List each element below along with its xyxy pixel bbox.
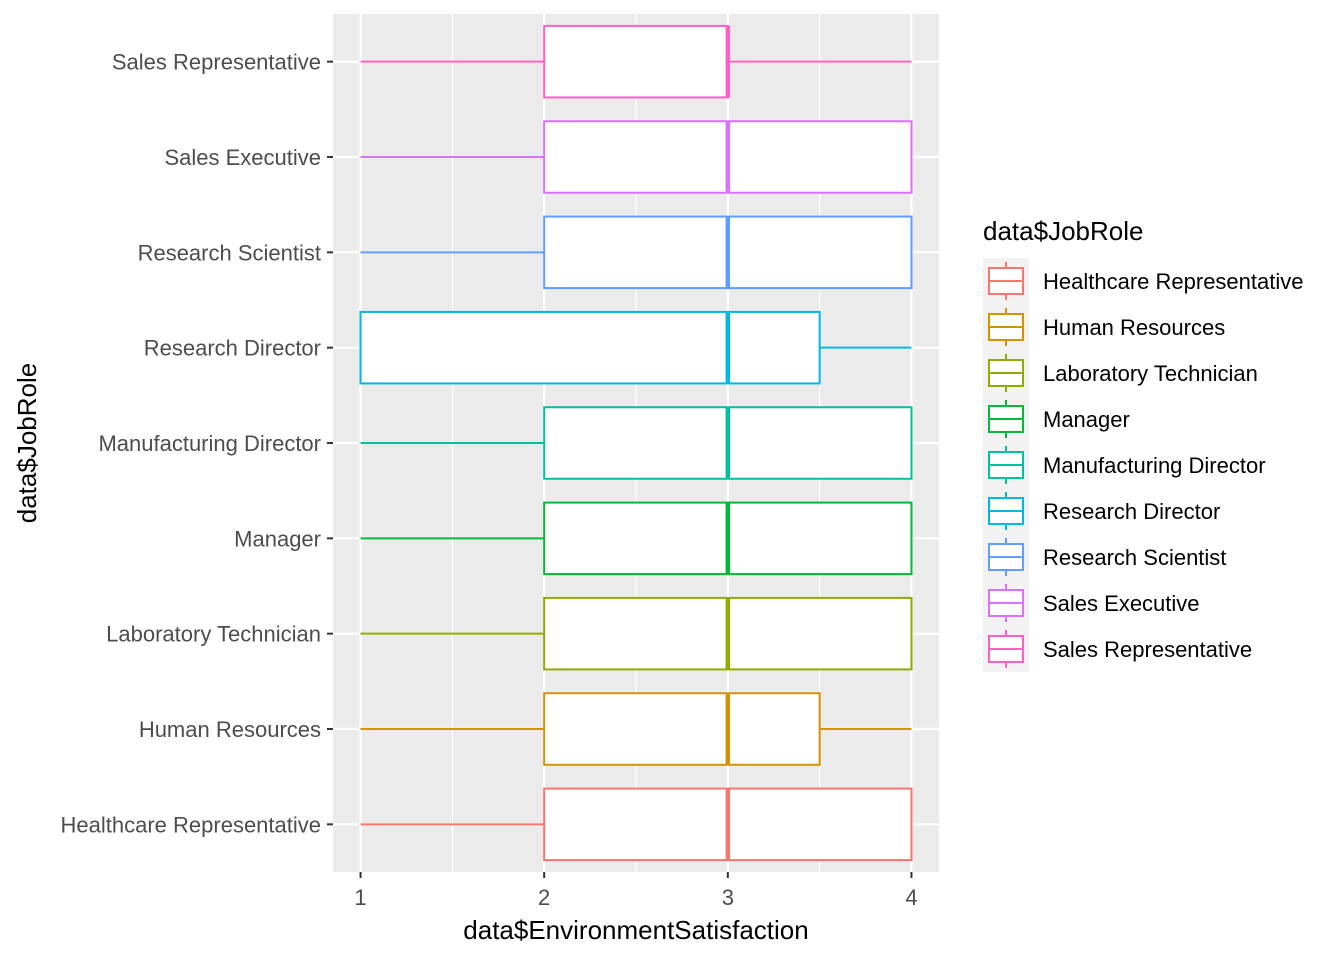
box-manufacturing-director (360, 406, 913, 480)
legend-label: Healthcare Representative (1043, 269, 1303, 294)
box-sales-representative (360, 24, 912, 99)
y-axis-ticks: Healthcare Representative Human Resources… (61, 50, 333, 837)
y-tick-label: Healthcare Representative (61, 812, 321, 837)
x-axis-label: data$EnvironmentSatisfaction (463, 915, 808, 945)
boxes (359, 24, 913, 862)
legend-label: Research Director (1043, 499, 1220, 524)
x-tick-label: 3 (722, 885, 734, 910)
legend-item-research-scientist: Research Scientist (983, 534, 1226, 580)
legend-title: data$JobRole (983, 216, 1143, 246)
y-axis-label: data$JobRole (12, 363, 42, 523)
legend-item-manager: Manager (983, 396, 1130, 442)
legend-item-manufacturing-director: Manufacturing Director (983, 442, 1266, 488)
legend-label: Sales Representative (1043, 637, 1252, 662)
x-tick-label: 4 (905, 885, 917, 910)
legend-label: Human Resources (1043, 315, 1225, 340)
legend-item-human-resources: Human Resources (983, 304, 1225, 350)
box-research-scientist (360, 215, 913, 290)
box-sales-executive (360, 120, 913, 194)
y-tick-label: Manufacturing Director (98, 431, 321, 456)
box-human-resources (360, 692, 912, 766)
box-laboratory-technician (360, 596, 913, 671)
legend-label: Sales Executive (1043, 591, 1200, 616)
y-tick-label: Laboratory Technician (106, 622, 321, 647)
y-tick-label: Sales Representative (112, 50, 321, 75)
box-manager (360, 501, 913, 576)
legend-item-laboratory-technician: Laboratory Technician (983, 350, 1258, 396)
legend-label: Research Scientist (1043, 545, 1226, 570)
legend-label: Laboratory Technician (1043, 361, 1258, 386)
box-iqr (543, 692, 821, 766)
y-tick-label: Human Resources (139, 717, 321, 742)
legend-label: Manufacturing Director (1043, 453, 1266, 478)
x-tick-label: 2 (538, 885, 550, 910)
x-axis-ticks: 1 2 3 4 (354, 872, 918, 910)
legend-label: Manager (1043, 407, 1130, 432)
y-tick-label: Manager (234, 526, 321, 551)
y-tick-label: Sales Executive (164, 145, 321, 170)
box-research-director (359, 310, 912, 385)
legend-item-healthcare-representative: Healthcare Representative (983, 258, 1303, 304)
x-tick-label: 1 (354, 885, 366, 910)
box-healthcare-representative (360, 787, 913, 862)
legend: data$JobRole Healthcare Representative Hu… (983, 216, 1303, 672)
box-iqr (543, 24, 729, 99)
legend-item-sales-executive: Sales Executive (983, 580, 1200, 626)
y-tick-label: Research Scientist (138, 240, 321, 265)
legend-item-sales-representative: Sales Representative (983, 626, 1252, 672)
legend-item-research-director: Research Director (983, 488, 1220, 534)
y-tick-label: Research Director (144, 336, 321, 361)
box-iqr (359, 310, 821, 385)
